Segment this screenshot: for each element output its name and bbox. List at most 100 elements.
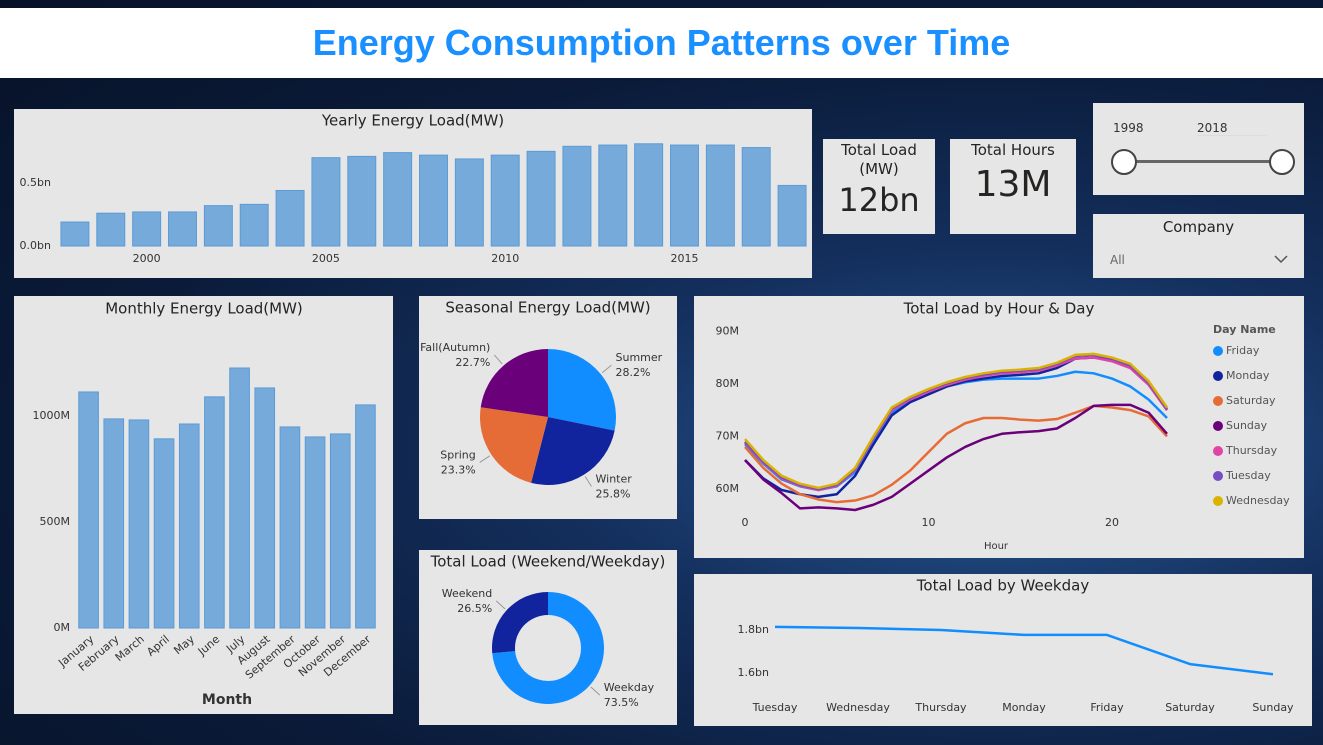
y-tick-label: 1.8bn: [738, 623, 769, 636]
leader-line: [584, 476, 592, 487]
filter-label: Company: [1162, 218, 1235, 236]
pie-slice: [492, 592, 548, 654]
line-series: [774, 625, 1274, 676]
leader-line: [590, 686, 601, 696]
bar: [204, 396, 225, 629]
legend-marker: [1213, 446, 1223, 456]
slice-value: 23.3%: [441, 463, 476, 476]
legend-marker: [1213, 496, 1223, 506]
slider-track: [1123, 160, 1283, 163]
pie-slice: [492, 592, 605, 704]
bar: [383, 152, 413, 247]
bar: [526, 150, 556, 247]
slice-label: Winter: [596, 473, 633, 486]
x-axis-label: Hour: [984, 541, 1009, 552]
x-tick-label: Saturday: [1165, 701, 1215, 714]
y-tick-label: 70M: [716, 429, 740, 442]
card-value: 13M: [974, 164, 1052, 205]
bar: [229, 367, 250, 629]
slice-value: 28.2%: [616, 366, 651, 379]
bar: [103, 418, 125, 629]
kpi-card: Total Load (MW) 12bn: [823, 139, 935, 234]
y-tick-label: 0.5bn: [20, 176, 51, 189]
pie-slice: [480, 349, 548, 417]
bar: [355, 404, 376, 629]
year-slicer: 1998 2018: [1093, 103, 1304, 195]
legend-marker: [1213, 371, 1223, 381]
chart-title: Total Load (Weekend/Weekday): [430, 553, 666, 571]
leader-line: [601, 364, 612, 374]
chart-title: Total Load by Weekday: [916, 577, 1090, 595]
legend-marker: [1213, 471, 1223, 481]
bar: [60, 221, 90, 247]
bar: [598, 144, 628, 247]
dropdown-chevron[interactable]: [1273, 254, 1289, 264]
y-tick-label: 80M: [716, 377, 740, 390]
leader-line: [493, 354, 503, 365]
x-axis-label: Month: [202, 692, 252, 708]
x-tick-label: Tuesday: [752, 701, 798, 714]
kpi-card: Total Hours 13M: [950, 139, 1076, 234]
card-value: 12bn: [838, 181, 920, 219]
bar: [777, 184, 807, 247]
slicer-start[interactable]: 1998: [1113, 121, 1144, 135]
slice-value: 25.8%: [596, 488, 631, 501]
x-tick-label: Friday: [1090, 701, 1124, 714]
filter-value[interactable]: All: [1110, 253, 1125, 267]
panel: [694, 296, 1304, 558]
pie-slice: [531, 417, 615, 485]
slice-label: Weekday: [604, 681, 655, 694]
bar: [419, 154, 448, 247]
company-filter: Company All: [1093, 214, 1304, 278]
x-tick-label: 0: [742, 516, 749, 529]
x-tick-label: 20: [1105, 516, 1119, 529]
y-tick-label: 90M: [716, 324, 740, 337]
leader-line: [479, 455, 491, 463]
bar: [454, 158, 484, 247]
pie-slice: [548, 349, 616, 431]
slider-handle[interactable]: [1111, 149, 1137, 175]
legend-label: Sunday: [1226, 419, 1268, 432]
legend-title: Day Name: [1213, 323, 1276, 336]
bar: [128, 419, 150, 629]
y-tick-label: 0M: [54, 621, 71, 634]
slice-label: Spring: [440, 448, 476, 461]
card-label: Total Hours: [971, 141, 1055, 159]
bar: [132, 211, 162, 247]
x-tick-label: Sunday: [1252, 701, 1294, 714]
bar: [705, 144, 735, 247]
bar: [203, 205, 233, 247]
legend-label: Monday: [1226, 369, 1270, 382]
bar: [741, 147, 771, 247]
slicer-end[interactable]: 2018: [1197, 121, 1267, 136]
y-tick-label: 1000M: [33, 409, 71, 422]
bar: [490, 154, 520, 247]
legend-marker: [1213, 421, 1223, 431]
legend-label: Saturday: [1226, 394, 1276, 407]
slice-value: 22.7%: [455, 356, 490, 369]
y-tick-label: 60M: [716, 482, 740, 495]
chart-title: Monthly Energy Load(MW): [105, 300, 303, 318]
page-title: Energy Consumption Patterns over Time: [312, 22, 1011, 63]
line-series: [744, 352, 1169, 490]
chart-title: Yearly Energy Load(MW): [321, 112, 504, 130]
bar: [96, 212, 126, 247]
slice-value: 26.5%: [457, 602, 492, 615]
chart-title: Total Load by Hour & Day: [903, 300, 1095, 318]
slice-label: Fall(Autumn): [420, 341, 490, 354]
legend-marker: [1213, 396, 1223, 406]
bar: [168, 211, 197, 247]
bar: [347, 155, 377, 247]
slider-handle[interactable]: [1269, 149, 1295, 175]
slice-label: Weekend: [442, 587, 492, 600]
bar: [311, 157, 341, 247]
leader-line: [495, 600, 506, 610]
bar: [239, 203, 269, 247]
bar: [670, 144, 699, 247]
pie-slice: [479, 407, 548, 483]
legend-label: Wednesday: [1226, 494, 1290, 507]
x-tick-label: Thursday: [914, 701, 967, 714]
bar: [329, 433, 351, 629]
